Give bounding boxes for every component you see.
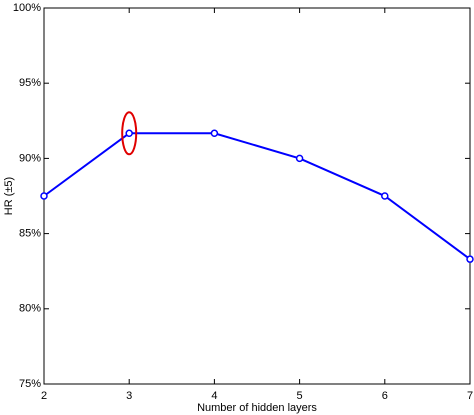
- x-tick-label: 3: [126, 390, 132, 402]
- y-axis-label: HR (±5): [3, 177, 15, 215]
- x-tick-label: 6: [382, 390, 388, 402]
- x-axis-label: Number of hidden layers: [197, 402, 317, 414]
- highlight-ellipse: [121, 111, 138, 156]
- y-tick-label: 80%: [19, 303, 41, 315]
- point: [210, 129, 219, 138]
- y-tick-label: 85%: [19, 228, 41, 240]
- plot-frame: [43, 7, 471, 385]
- point: [295, 154, 304, 163]
- x-tick-label: 2: [41, 390, 47, 402]
- point: [466, 255, 474, 263]
- y-tick-label: 90%: [19, 152, 41, 164]
- y-tick-label: 100%: [13, 2, 41, 14]
- y-tick-label: 95%: [19, 77, 41, 89]
- point: [125, 129, 133, 138]
- point: [40, 192, 48, 200]
- line: [43, 132, 471, 260]
- x-tick-label: 4: [211, 390, 217, 402]
- x-tick-label: 5: [297, 390, 303, 402]
- point: [381, 192, 389, 200]
- y-tick-label: 75%: [19, 378, 41, 390]
- x-tick-label: 7: [467, 390, 473, 402]
